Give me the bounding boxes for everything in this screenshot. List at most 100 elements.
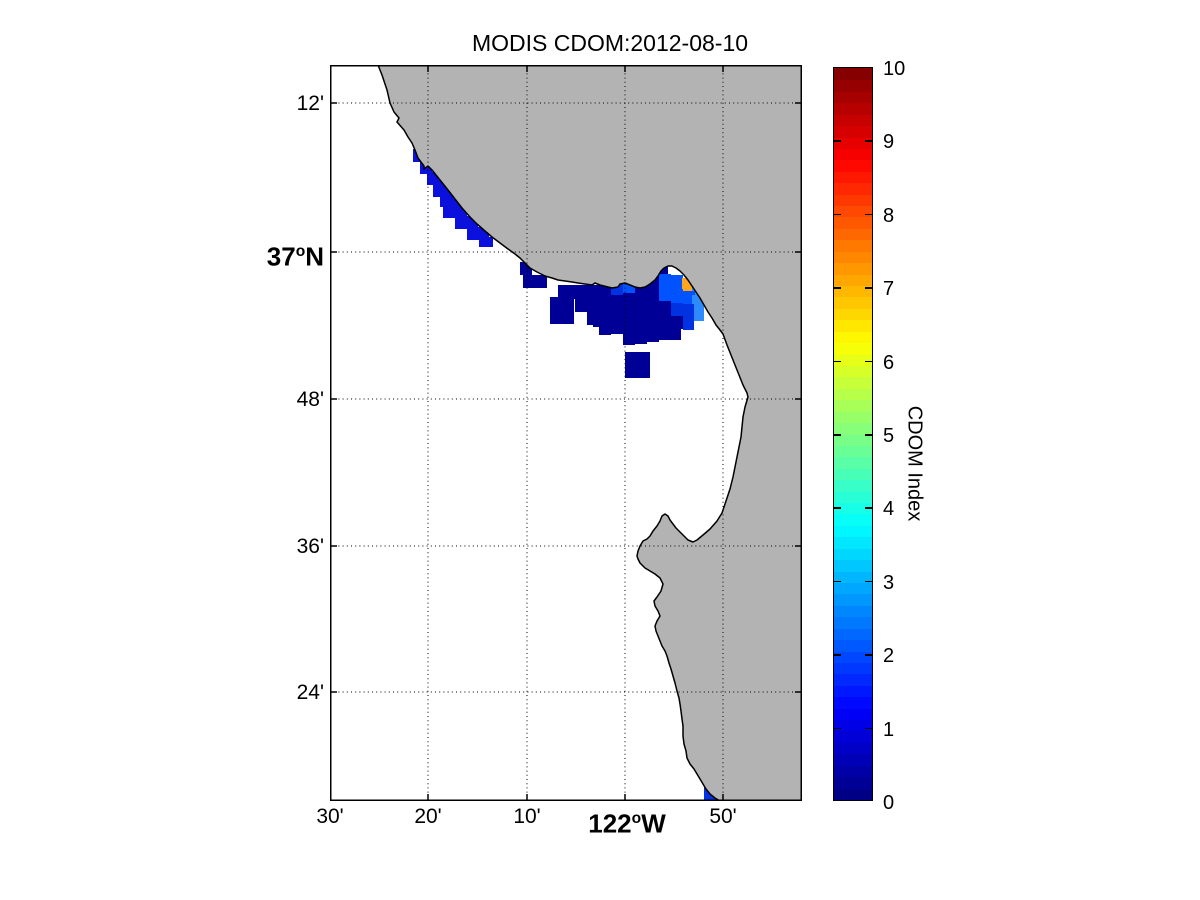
cdom-pixel: [611, 308, 623, 321]
colorbar-tick-left: [833, 287, 841, 289]
colorbar-tick-right: [865, 727, 873, 730]
colorbar-band: [834, 730, 872, 743]
colorbar-tick-label: 7: [883, 278, 895, 301]
colorbar-band: [834, 285, 872, 298]
colorbar-band: [834, 582, 872, 595]
colorbar-tick-right: [865, 140, 873, 142]
colorbar-band: [834, 685, 872, 698]
colorbar-tick-label: 9: [883, 131, 895, 154]
colorbar-gradient: [834, 68, 872, 800]
cdom-pixel: [623, 333, 635, 345]
colorbar-band: [834, 662, 872, 675]
colorbar-band: [834, 114, 872, 127]
cdom-pixel: [443, 206, 467, 218]
colorbar-band: [834, 216, 872, 229]
colorbar-band: [834, 159, 872, 172]
y-tick-label: 36': [296, 535, 324, 558]
colorbar-band: [834, 376, 872, 389]
colorbar-band: [834, 353, 872, 366]
cdom-pixel: [659, 274, 671, 288]
y-tick-label: 12': [296, 92, 324, 115]
colorbar-band: [834, 650, 872, 663]
y-tick-label-major: 37oN: [266, 241, 324, 272]
colorbar-band: [834, 479, 872, 492]
colorbar-band: [834, 148, 872, 161]
cdom-pixel: [599, 310, 611, 323]
colorbar-tick-label: 0: [883, 792, 895, 814]
colorbar-band: [834, 605, 872, 618]
colorbar-tick-right: [865, 213, 873, 216]
colorbar-tick-right: [865, 287, 873, 289]
cdom-pixel: [550, 311, 574, 324]
cdom-pixel: [599, 297, 611, 310]
map-plot-area: [330, 65, 802, 801]
x-tick-label: 50': [709, 805, 737, 828]
colorbar-tick-left: [833, 580, 841, 583]
colorbar-tick-left: [833, 507, 841, 509]
colorbar-tick-left: [833, 727, 841, 730]
colorbar-tick-left: [833, 213, 841, 216]
colorbar-band: [834, 753, 872, 766]
colorbar-band: [834, 776, 872, 789]
colorbar-tick-left: [833, 434, 841, 436]
plot-border: [330, 65, 802, 801]
colorbar-band: [834, 262, 872, 275]
cdom-pixel: [625, 352, 650, 378]
colorbar-band: [834, 274, 872, 287]
cdom-pixel: [479, 237, 493, 247]
colorbar-tick-right: [865, 507, 873, 509]
colorbar-band: [834, 171, 872, 184]
colorbar-band: [834, 296, 872, 309]
colorbar-tick-label: 8: [883, 204, 895, 227]
cdom-pixel: [647, 289, 659, 303]
map-svg: [330, 65, 802, 801]
colorbar-band: [834, 411, 872, 424]
colorbar-band: [834, 719, 872, 732]
colorbar-band: [834, 787, 872, 800]
cdom-pixel: [647, 329, 659, 342]
colorbar-band: [834, 559, 872, 572]
colorbar-band: [834, 491, 872, 504]
colorbar-band: [834, 502, 872, 515]
cdom-pixel: [683, 304, 694, 317]
y-tick-label: 48': [296, 388, 324, 411]
colorbar-band: [834, 765, 872, 778]
cdom-pixel: [647, 316, 659, 329]
cdom-pixel: [635, 331, 647, 344]
colorbar-tick-right: [865, 360, 873, 363]
cdom-pixel: [671, 275, 683, 289]
cdom-pixel: [671, 316, 683, 329]
grid: [330, 65, 802, 801]
cdom-pixel: [575, 299, 599, 312]
cdom-pixel: [671, 303, 683, 316]
colorbar-band: [834, 536, 872, 549]
cdom-pixel: [647, 302, 659, 316]
colorbar-band: [834, 593, 872, 606]
colorbar-tick-left: [833, 140, 841, 142]
colorbar-tick-label: 3: [883, 571, 895, 594]
colorbar-band: [834, 708, 872, 721]
colorbar-band: [834, 194, 872, 207]
cdom-pixel: [635, 318, 647, 331]
colorbar-tick-label: 1: [883, 718, 895, 741]
cdom-pixel: [550, 297, 574, 311]
colorbar-band: [834, 570, 872, 583]
cdom-pixel: [611, 295, 623, 308]
colorbar-band: [834, 205, 872, 218]
cdom-pixel: [659, 301, 671, 314]
colorbar-tick-right: [865, 434, 873, 436]
cdom-pixel: [659, 327, 671, 340]
colorbar-band: [834, 68, 872, 81]
colorbar-band: [834, 239, 872, 252]
colorbar-band: [834, 422, 872, 435]
y-tick-label: 24': [296, 681, 324, 704]
cdom-pixel: [623, 306, 635, 320]
cdom-pixel: [635, 291, 647, 305]
cdom-pixel: [671, 329, 681, 340]
colorbar-tick-label: 6: [883, 351, 895, 374]
plot-title: MODIS CDOM:2012-08-10: [471, 30, 749, 56]
cdom-pixel: [635, 304, 647, 318]
colorbar-band: [834, 456, 872, 469]
colorbar-tick-right: [865, 654, 873, 656]
colorbar-band: [834, 342, 872, 355]
